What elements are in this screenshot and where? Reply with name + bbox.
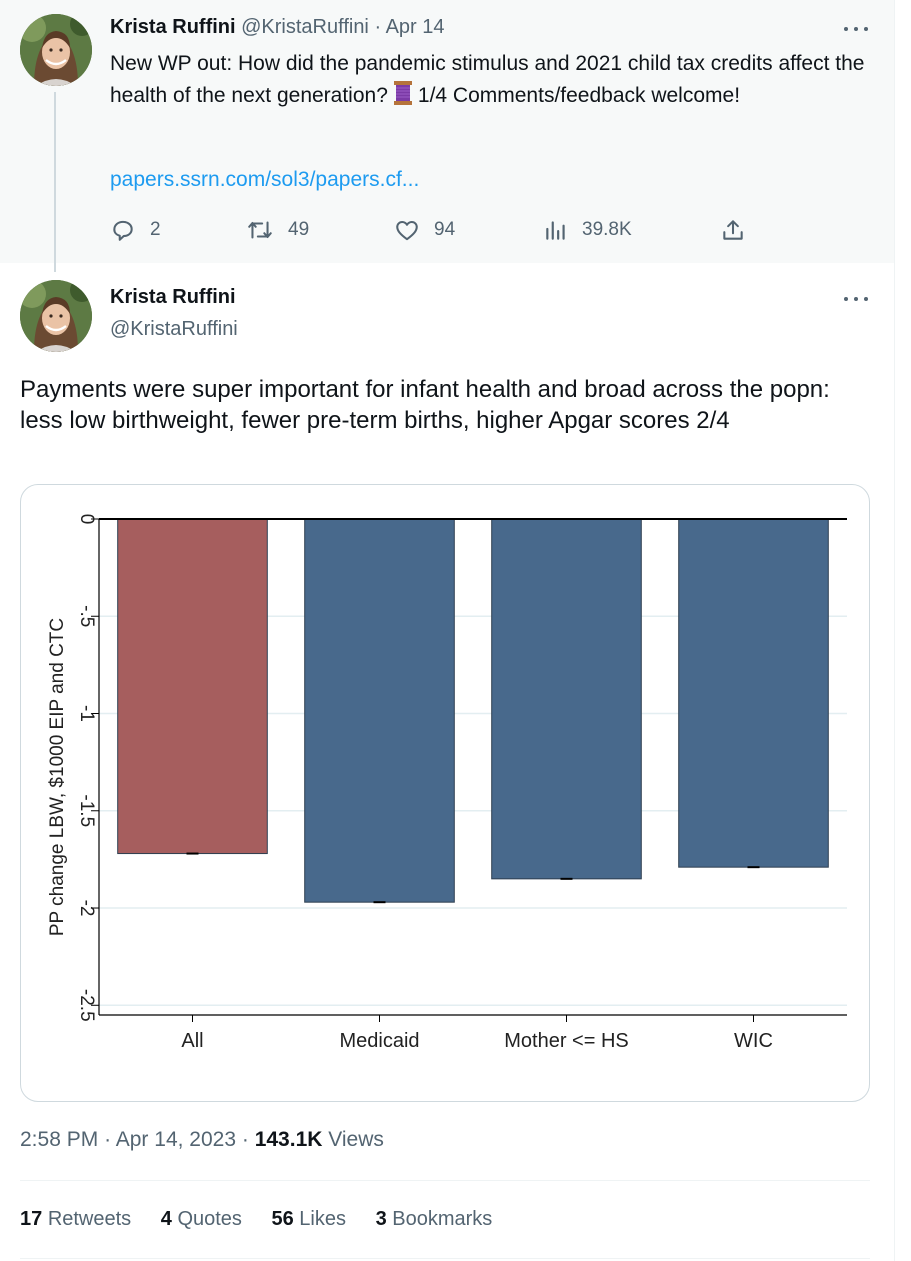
share-icon	[723, 220, 743, 240]
y-tick-label: -1	[76, 705, 97, 722]
paper-link[interactable]: papers.ssrn.com/sol3/papers.cf...	[110, 168, 420, 191]
views-button[interactable]: 39.8K	[544, 214, 632, 246]
column-border	[894, 0, 895, 1261]
bar-chart: All Medicaid Mother <= HS WIC 0 -.5 -1 -1.5 -2 -2…	[47, 514, 847, 1052]
author-handle[interactable]: @KristaRuffini	[241, 16, 369, 38]
avatar[interactable]	[20, 14, 92, 86]
timestamp-separator: ·	[104, 1128, 112, 1151]
bookmarks-stat[interactable]: 3 Bookmarks	[376, 1208, 493, 1230]
retweets-count: 17	[20, 1208, 43, 1230]
main-tweet-text: Payments were super important for infant…	[20, 376, 830, 434]
tweet-date[interactable]: Apr 14	[385, 16, 445, 38]
reply-icon	[113, 220, 133, 241]
parent-text-part2: 1/4 Comments/feedback welcome!	[417, 84, 741, 107]
x-tick-label: All	[181, 1030, 203, 1052]
bookmarks-label: Bookmarks	[392, 1208, 493, 1230]
y-axis-label: PP change LBW, $1000 EIP and CTC	[47, 618, 68, 936]
parent-tweet[interactable]: Krista Ruffini @KristaRuffini · Apr 14 N…	[0, 0, 895, 272]
x-tick-label: Medicaid	[339, 1030, 419, 1052]
bookmarks-count: 3	[375, 1208, 387, 1230]
quotes-label: Quotes	[177, 1208, 242, 1230]
timestamp-separator: ·	[241, 1128, 249, 1151]
share-button[interactable]	[720, 214, 746, 246]
views-label: Views	[328, 1128, 384, 1151]
y-tick-label: -2	[76, 900, 97, 917]
thread-spool-icon	[392, 80, 414, 106]
divider	[20, 1258, 870, 1259]
bar-medicaid	[304, 518, 455, 903]
y-tick-label: -2.5	[76, 989, 97, 1022]
likes-label: Likes	[299, 1208, 346, 1230]
author-name[interactable]: Krista Ruffini	[110, 16, 236, 38]
like-button[interactable]: 94	[394, 214, 455, 246]
parent-tweet-text: New WP out: How did the pandemic stimulu…	[110, 48, 870, 112]
y-tick-label: -1.5	[76, 794, 97, 827]
quotes-stat[interactable]: 4 Quotes	[161, 1208, 242, 1230]
chart-image[interactable]: All Medicaid Mother <= HS WIC 0 -.5 -1 -1.5 -2 -2…	[20, 484, 870, 1102]
x-tick-label: WIC	[734, 1030, 773, 1052]
bar-all	[117, 518, 268, 855]
avatar[interactable]	[20, 280, 92, 352]
reply-button[interactable]: 2	[110, 214, 161, 246]
author-handle[interactable]: @KristaRuffini	[110, 318, 238, 340]
retweet-icon	[248, 221, 272, 239]
retweet-count: 49	[288, 219, 310, 240]
views-total: 143.1K	[254, 1128, 323, 1151]
retweet-button[interactable]: 49	[246, 214, 309, 246]
heart-icon	[396, 220, 418, 241]
bar-wic	[678, 518, 829, 868]
analytics-icon	[546, 221, 565, 240]
x-tick-label: Mother <= HS	[504, 1030, 629, 1052]
parent-tweet-header: Krista Ruffini @KristaRuffini · Apr 14	[110, 16, 445, 39]
parent-text-part1: New WP out: How did the pandemic stimulu…	[110, 52, 865, 107]
parent-tweet-actions: 2 49 94 39.8K	[110, 214, 760, 246]
tweet-full-date[interactable]: Apr 14, 2023	[115, 1128, 237, 1151]
retweets-label: Retweets	[47, 1208, 132, 1230]
y-tick-label: 0	[76, 514, 97, 525]
likes-count: 56	[271, 1208, 294, 1230]
tweet-stats: 17 Retweets 4 Quotes 56 Likes 3 Bookmark…	[20, 1208, 516, 1231]
thread-connector-line	[54, 92, 56, 272]
like-count: 94	[434, 219, 456, 240]
more-options-icon[interactable]	[844, 294, 868, 304]
quotes-count: 4	[160, 1208, 172, 1230]
tweet-time[interactable]: 2:58 PM	[20, 1128, 99, 1151]
retweets-stat[interactable]: 17 Retweets	[20, 1208, 131, 1230]
likes-stat[interactable]: 56 Likes	[271, 1208, 346, 1230]
y-tick-label: -.5	[76, 605, 97, 627]
author-name[interactable]: Krista Ruffini	[110, 286, 236, 308]
views-count: 39.8K	[582, 219, 632, 240]
tweet-timestamp: 2:58 PM · Apr 14, 2023 · 143.1K Views	[20, 1128, 384, 1152]
header-separator: ·	[374, 16, 382, 38]
reply-count: 2	[150, 219, 161, 240]
more-options-icon[interactable]	[844, 24, 868, 34]
divider	[20, 1180, 870, 1181]
bar-mother-hs	[491, 518, 642, 880]
